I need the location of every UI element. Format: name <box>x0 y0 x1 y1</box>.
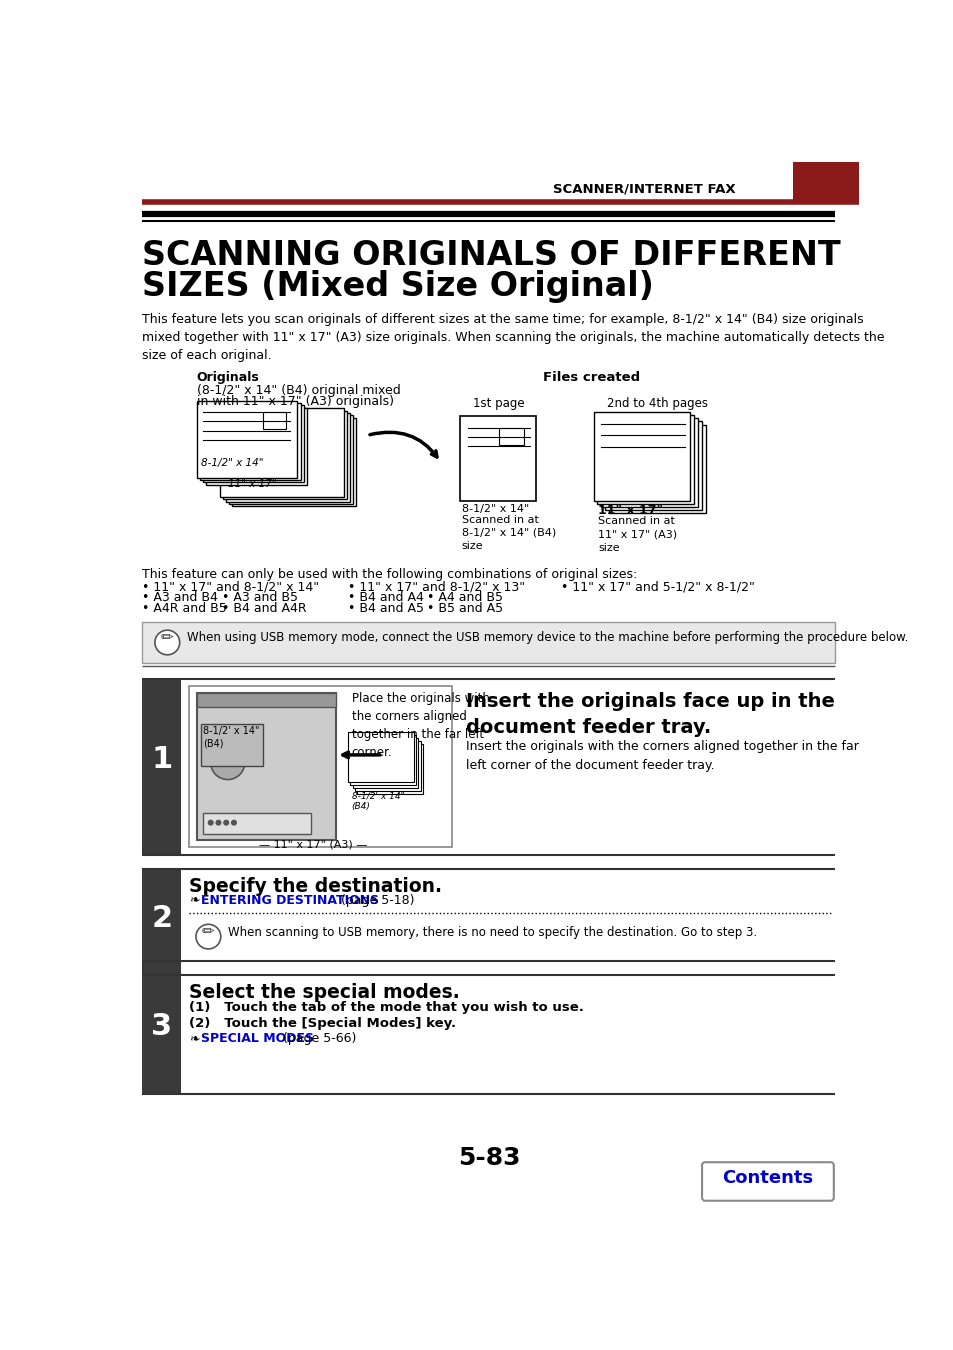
Circle shape <box>195 925 220 949</box>
Text: ENTERING DESTINATIONS: ENTERING DESTINATIONS <box>201 894 379 906</box>
FancyBboxPatch shape <box>604 421 701 510</box>
Circle shape <box>232 821 236 825</box>
Text: • 11" x 17" and 8-1/2" x 14": • 11" x 17" and 8-1/2" x 14" <box>142 580 319 593</box>
Circle shape <box>154 630 179 655</box>
FancyBboxPatch shape <box>226 413 350 502</box>
Text: • 11" x 17" and 5-1/2" x 8-1/2": • 11" x 17" and 5-1/2" x 8-1/2" <box>560 580 754 593</box>
Text: (8-1/2" x 14" (B4) original mixed: (8-1/2" x 14" (B4) original mixed <box>196 383 400 397</box>
Text: 8-1/2' x 14"
(B4): 8-1/2' x 14" (B4) <box>352 792 404 811</box>
Text: SIZES (Mixed Size Original): SIZES (Mixed Size Original) <box>142 270 654 302</box>
Text: When scanning to USB memory, there is no need to specify the destination. Go to : When scanning to USB memory, there is no… <box>228 926 756 938</box>
FancyBboxPatch shape <box>142 869 181 984</box>
FancyBboxPatch shape <box>200 724 262 767</box>
FancyBboxPatch shape <box>206 408 307 485</box>
FancyBboxPatch shape <box>229 416 353 504</box>
Text: (page 5-66): (page 5-66) <box>278 1033 355 1045</box>
Text: 11" x 17": 11" x 17" <box>228 479 276 489</box>
FancyBboxPatch shape <box>196 401 297 478</box>
Text: Scanned in at
11" x 17" (A3)
size: Scanned in at 11" x 17" (A3) size <box>598 516 677 552</box>
FancyBboxPatch shape <box>262 412 286 429</box>
Text: • B4 and A4R: • B4 and A4R <box>221 602 306 614</box>
FancyBboxPatch shape <box>142 975 181 1094</box>
FancyBboxPatch shape <box>597 416 694 504</box>
Text: This feature lets you scan originals of different sizes at the same time; for ex: This feature lets you scan originals of … <box>142 313 884 362</box>
Text: When using USB memory mode, connect the USB memory device to the machine before : When using USB memory mode, connect the … <box>187 630 908 644</box>
FancyBboxPatch shape <box>459 416 536 501</box>
FancyBboxPatch shape <box>348 732 414 782</box>
FancyBboxPatch shape <box>220 409 344 497</box>
Text: Insert the originals face up in the
document feeder tray.: Insert the originals face up in the docu… <box>466 691 835 737</box>
Text: Insert the originals with the corners aligned together in the far
left corner of: Insert the originals with the corners al… <box>466 740 859 771</box>
FancyBboxPatch shape <box>203 813 311 834</box>
FancyBboxPatch shape <box>350 734 416 784</box>
Text: • A4R and B5: • A4R and B5 <box>142 602 227 614</box>
Text: This feature can only be used with the following combinations of original sizes:: This feature can only be used with the f… <box>142 568 638 580</box>
Text: (1)   Touch the tab of the mode that you wish to use.: (1) Touch the tab of the mode that you w… <box>189 1002 583 1014</box>
FancyBboxPatch shape <box>353 738 418 788</box>
Text: • 11" x 17" and 8-1/2" x 13": • 11" x 17" and 8-1/2" x 13" <box>348 580 524 593</box>
Text: 8-1/2' x 14"
(B4): 8-1/2' x 14" (B4) <box>203 726 259 748</box>
Text: — 11" x 17" (A3) —: — 11" x 17" (A3) — <box>258 840 367 849</box>
FancyBboxPatch shape <box>203 405 303 482</box>
FancyBboxPatch shape <box>593 412 690 501</box>
FancyBboxPatch shape <box>196 694 335 707</box>
FancyBboxPatch shape <box>498 428 523 444</box>
Text: in with 11" x 17" (A3) originals): in with 11" x 17" (A3) originals) <box>196 394 394 408</box>
Text: 1: 1 <box>152 745 172 774</box>
Text: 11" x 17": 11" x 17" <box>598 504 662 517</box>
Text: • B4 and A5: • B4 and A5 <box>348 602 423 614</box>
Text: 2: 2 <box>152 904 172 933</box>
Text: 2nd to 4th pages: 2nd to 4th pages <box>607 397 708 410</box>
Text: 8-1/2" x 14": 8-1/2" x 14" <box>200 459 263 468</box>
Circle shape <box>224 821 229 825</box>
FancyBboxPatch shape <box>196 694 335 840</box>
Text: Contents: Contents <box>721 1169 813 1188</box>
FancyBboxPatch shape <box>701 1162 833 1200</box>
Text: ❧: ❧ <box>189 1033 199 1045</box>
Text: SCANNING ORIGINALS OF DIFFERENT: SCANNING ORIGINALS OF DIFFERENT <box>142 239 841 271</box>
Text: Originals: Originals <box>196 371 259 385</box>
FancyBboxPatch shape <box>233 417 356 506</box>
Text: (2)   Touch the [Special Modes] key.: (2) Touch the [Special Modes] key. <box>189 1017 456 1030</box>
Text: 1st page: 1st page <box>473 397 524 410</box>
Text: SPECIAL MODES: SPECIAL MODES <box>201 1033 314 1045</box>
Text: • A3 and B5: • A3 and B5 <box>221 591 297 603</box>
Text: • A3 and B4: • A3 and B4 <box>142 591 218 603</box>
FancyBboxPatch shape <box>793 162 858 202</box>
Text: SCANNER/INTERNET FAX: SCANNER/INTERNET FAX <box>553 182 735 196</box>
FancyBboxPatch shape <box>199 404 300 481</box>
Text: • A4 and B5: • A4 and B5 <box>427 591 502 603</box>
Text: Specify the destination.: Specify the destination. <box>189 876 441 895</box>
Text: Place the originals with
the corners aligned
together in the far left
corner.: Place the originals with the corners ali… <box>352 691 489 759</box>
Text: ✏: ✏ <box>161 629 173 644</box>
Text: 8-1/2" x 14": 8-1/2" x 14" <box>461 504 529 514</box>
Circle shape <box>216 821 220 825</box>
FancyBboxPatch shape <box>189 918 840 954</box>
Text: (page 5-18): (page 5-18) <box>336 894 415 906</box>
FancyBboxPatch shape <box>142 679 181 855</box>
FancyBboxPatch shape <box>189 686 452 848</box>
FancyBboxPatch shape <box>608 424 705 513</box>
FancyBboxPatch shape <box>142 622 835 663</box>
Circle shape <box>208 821 213 825</box>
Text: 5-83: 5-83 <box>457 1146 519 1170</box>
FancyBboxPatch shape <box>355 741 420 791</box>
Circle shape <box>211 745 245 779</box>
Text: Scanned in at
8-1/2" x 14" (B4)
size: Scanned in at 8-1/2" x 14" (B4) size <box>461 514 556 551</box>
Text: ✏: ✏ <box>202 923 214 938</box>
Text: Select the special modes.: Select the special modes. <box>189 983 459 1002</box>
Text: • B5 and A5: • B5 and A5 <box>427 602 502 614</box>
FancyBboxPatch shape <box>223 410 347 500</box>
Text: ❧: ❧ <box>189 894 199 906</box>
Text: • B4 and A4: • B4 and A4 <box>348 591 423 603</box>
FancyBboxPatch shape <box>356 744 422 794</box>
Text: Files created: Files created <box>543 371 639 385</box>
Text: 3: 3 <box>152 1012 172 1041</box>
FancyBboxPatch shape <box>600 418 698 508</box>
